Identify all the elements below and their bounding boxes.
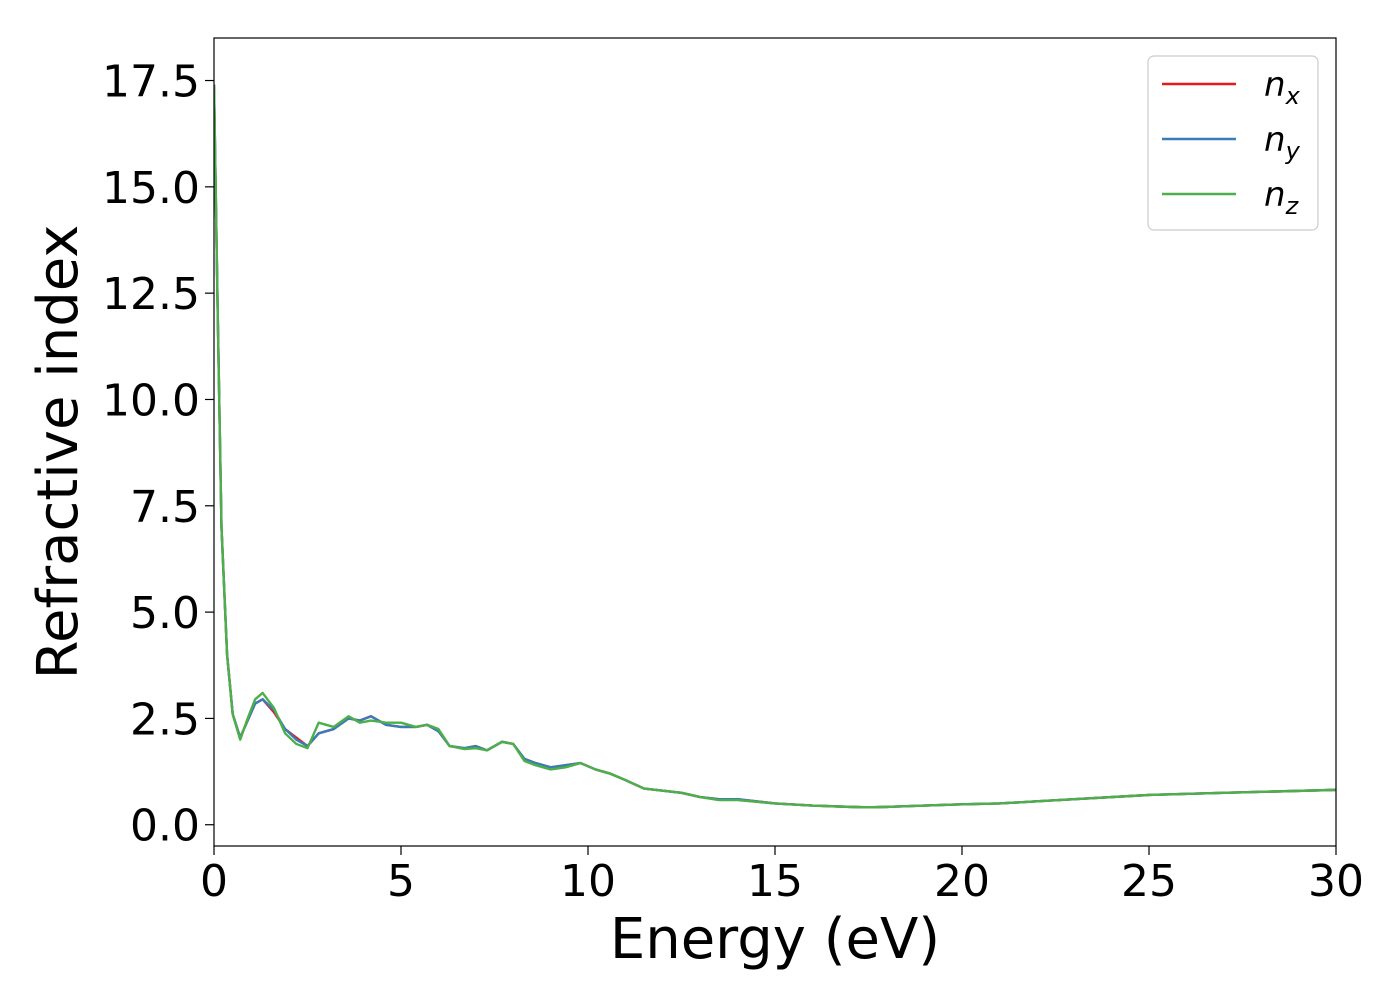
y-tick-label: 5.0 — [130, 588, 200, 639]
legend-label-ny: ny — [1264, 120, 1301, 165]
x-tick-label: 20 — [934, 856, 990, 907]
y-axis-label: Refractive index — [26, 225, 91, 680]
legend-label-subscript: z — [1285, 192, 1300, 220]
x-tick-label: 25 — [1121, 856, 1177, 907]
plot-lines — [214, 84, 1336, 809]
y-axis: 0.0 2.5 5.0 7.5 10.0 12.5 15.0 17.5 — [102, 57, 214, 852]
y-tick-label: 0.0 — [130, 801, 200, 852]
x-tick-label: 15 — [747, 856, 803, 907]
series-line-nz — [214, 84, 1336, 809]
y-tick-label: 15.0 — [102, 163, 200, 214]
y-tick-label: 7.5 — [130, 482, 200, 533]
legend-label-subscript: y — [1285, 137, 1301, 165]
legend-label-main: n — [1264, 175, 1286, 215]
legend-label-subscript: x — [1285, 82, 1301, 110]
y-tick-label: 12.5 — [102, 269, 200, 320]
x-tick-label: 5 — [387, 856, 415, 907]
x-tick-label: 0 — [200, 856, 228, 907]
x-axis-label: Energy (eV) — [610, 907, 940, 972]
y-tick-label: 10.0 — [102, 375, 200, 426]
y-tick-label: 17.5 — [102, 57, 200, 108]
legend-label-main: n — [1264, 120, 1286, 160]
legend-box — [1147, 55, 1319, 231]
legend-label-nx: nx — [1264, 65, 1301, 110]
x-tick-label: 10 — [560, 856, 616, 907]
legend-label-main: n — [1264, 65, 1286, 105]
y-tick-label: 2.5 — [130, 694, 200, 745]
legend-label-nz: nz — [1264, 175, 1300, 220]
x-axis: 0 5 10 15 20 25 30 — [200, 846, 1364, 907]
x-tick-label: 30 — [1308, 856, 1364, 907]
